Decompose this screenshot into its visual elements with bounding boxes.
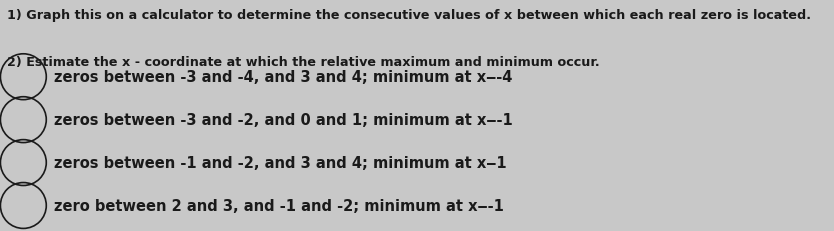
Text: zeros between -3 and -4, and 3 and 4; minimum at x‒-4: zeros between -3 and -4, and 3 and 4; mi…: [54, 70, 513, 85]
Text: zero between 2 and 3, and -1 and -2; minimum at x‒-1: zero between 2 and 3, and -1 and -2; min…: [54, 198, 504, 213]
Text: 1) Graph this on a calculator to determine the consecutive values of x between w: 1) Graph this on a calculator to determi…: [7, 9, 811, 22]
Text: zeros between -3 and -2, and 0 and 1; minimum at x‒-1: zeros between -3 and -2, and 0 and 1; mi…: [54, 113, 513, 128]
Text: 2) Estimate the x - coordinate at which the relative maximum and minimum occur.: 2) Estimate the x - coordinate at which …: [7, 55, 600, 68]
Text: zeros between -1 and -2, and 3 and 4; minimum at x‒1: zeros between -1 and -2, and 3 and 4; mi…: [54, 155, 507, 170]
